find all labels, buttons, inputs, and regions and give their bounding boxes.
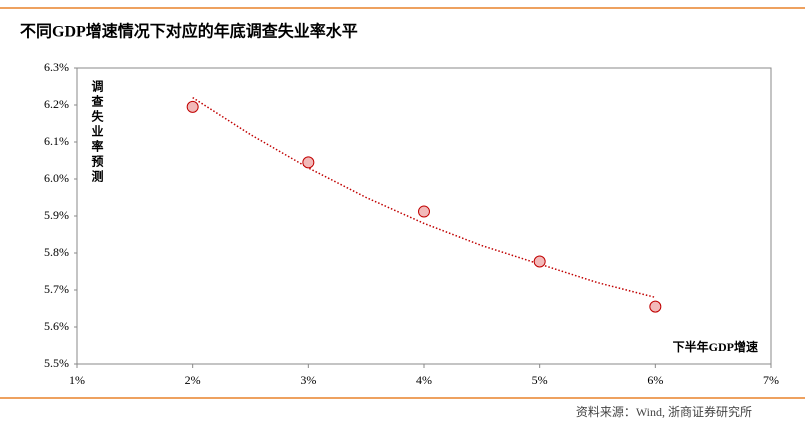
point — [186, 100, 199, 113]
point — [533, 255, 546, 268]
y-tick-label: 5.7% — [44, 282, 69, 296]
y-tick-label: 5.8% — [44, 245, 69, 259]
y-tick-label: 6.1% — [44, 134, 69, 148]
point — [649, 300, 662, 313]
y-tick-label: 5.6% — [44, 319, 69, 333]
y-tick-label: 5.9% — [44, 208, 69, 222]
y-tick-label: 5.5% — [44, 356, 69, 370]
x-tick-label: 3% — [300, 373, 316, 387]
x-tick-label: 2% — [185, 373, 201, 387]
y-tick-label: 6.3% — [44, 60, 69, 74]
x-tick-label: 1% — [69, 373, 85, 387]
source-note: 资料来源：Wind, 浙商证券研究所 — [576, 404, 752, 419]
trendline — [192, 96, 656, 299]
x-tick-label: 5% — [532, 373, 548, 387]
y-tick-label: 6.0% — [44, 171, 69, 185]
x-tick-label: 7% — [763, 373, 779, 387]
chart-title: 不同GDP增速情况下对应的年底调查失业率水平 — [20, 22, 358, 41]
point — [418, 205, 430, 218]
point — [302, 156, 315, 169]
x-axis-label: 下半年GDP增速 — [673, 339, 758, 354]
y-tick-label: 6.2% — [44, 97, 69, 111]
x-tick-label: 6% — [647, 373, 663, 387]
x-tick-label: 4% — [416, 373, 432, 387]
y-axis-label: 调查失业率预测 — [90, 80, 104, 185]
